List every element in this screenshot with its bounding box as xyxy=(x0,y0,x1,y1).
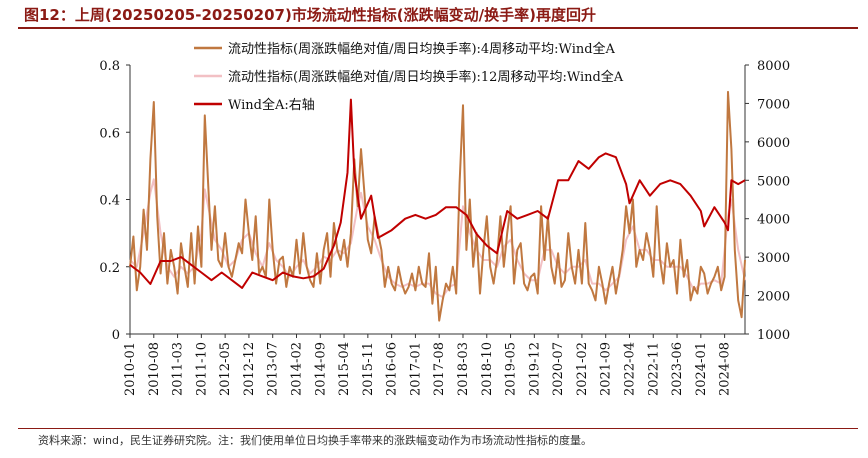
y-left-tick-label: 0.6 xyxy=(99,126,120,141)
chart-series xyxy=(129,90,746,322)
x-tick-label: 2021-02 xyxy=(575,342,590,396)
y-left-tick-label: 0.4 xyxy=(99,194,120,209)
x-tick-label: 2024-08 xyxy=(718,342,733,396)
header-rule xyxy=(18,27,858,29)
x-tick-label: 2016-06 xyxy=(385,342,400,396)
x-tick-label: 2015-11 xyxy=(361,342,376,396)
x-tick-label: 2023-06 xyxy=(670,342,685,396)
x-tick-label: 2024-01 xyxy=(694,342,709,396)
y-left-tick-label: 0.2 xyxy=(99,261,120,276)
legend-label: 流动性指标(周涨跌幅绝对值/周日均换手率):4周移动平均:Wind全A xyxy=(228,41,616,57)
x-tick-label: 2015-04 xyxy=(337,342,352,396)
series-4w-ma-line xyxy=(129,90,746,322)
y-right-tick-label: 1000 xyxy=(757,328,790,343)
x-tick-label: 2021-09 xyxy=(599,342,614,396)
x-tick-label: 2017-08 xyxy=(432,342,447,396)
x-tick-label: 2020-07 xyxy=(551,342,566,396)
source-note: 资料来源：wind，民生证券研究院。注：我们使用单位日均换手率带来的涨跌幅变动作… xyxy=(38,434,593,447)
y-right-tick-label: 6000 xyxy=(757,136,790,151)
x-tick-label: 2011-10 xyxy=(194,342,209,396)
x-tick-label: 2012-12 xyxy=(242,342,257,396)
x-tick-label: 2019-12 xyxy=(527,342,542,396)
y-right-tick-label: 4000 xyxy=(757,213,790,228)
x-tick-label: 2010-01 xyxy=(123,342,138,396)
x-tick-label: 2017-01 xyxy=(408,342,423,396)
footer-rule xyxy=(18,428,858,429)
y-right-tick-label: 3000 xyxy=(757,251,790,266)
y-left-tick-label: 0.8 xyxy=(99,59,120,74)
chart-legend: 流动性指标(周涨跌幅绝对值/周日均换手率):4周移动平均:Wind全A 流动性指标… xyxy=(194,41,624,113)
x-tick-label: 2019-05 xyxy=(504,342,519,396)
legend-label: 流动性指标(周涨跌幅绝对值/周日均换手率):12周移动平均:Wind全A xyxy=(228,69,624,85)
x-tick-label: 2014-09 xyxy=(313,342,328,396)
series-wind-all-a-line xyxy=(129,98,746,289)
y-right-tick-label: 2000 xyxy=(757,290,790,305)
x-tick-label: 2010-08 xyxy=(147,342,162,396)
x-tick-label: 2022-11 xyxy=(646,342,661,396)
x-tick-label: 2018-10 xyxy=(480,342,495,396)
chart-axes: 0 0.2 0.4 0.6 0.8 1000 2000 3000 4000 5000 6000 700… xyxy=(99,59,790,396)
y-right-tick-label: 5000 xyxy=(757,174,790,189)
figure-header: 图12：上周(20250205-20250207)市场流动性指标(涨跌幅变动/换… xyxy=(0,0,868,30)
x-tick-label: 2014-02 xyxy=(289,342,304,396)
y-left-tick-label: 0 xyxy=(112,328,120,343)
x-tick-label: 2011-03 xyxy=(171,342,186,396)
x-tick-label: 2013-07 xyxy=(266,342,281,396)
y-right-tick-label: 8000 xyxy=(757,59,790,74)
figure-title: 图12：上周(20250205-20250207)市场流动性指标(涨跌幅变动/换… xyxy=(24,6,596,24)
x-tick-label: 2022-04 xyxy=(622,342,637,396)
x-tick-label: 2018-03 xyxy=(456,342,471,396)
y-right-tick-label: 7000 xyxy=(757,97,790,112)
legend-label: Wind全A:右轴 xyxy=(228,97,315,113)
x-tick-label: 2012-05 xyxy=(218,342,233,396)
series-12w-ma-line xyxy=(129,178,746,298)
